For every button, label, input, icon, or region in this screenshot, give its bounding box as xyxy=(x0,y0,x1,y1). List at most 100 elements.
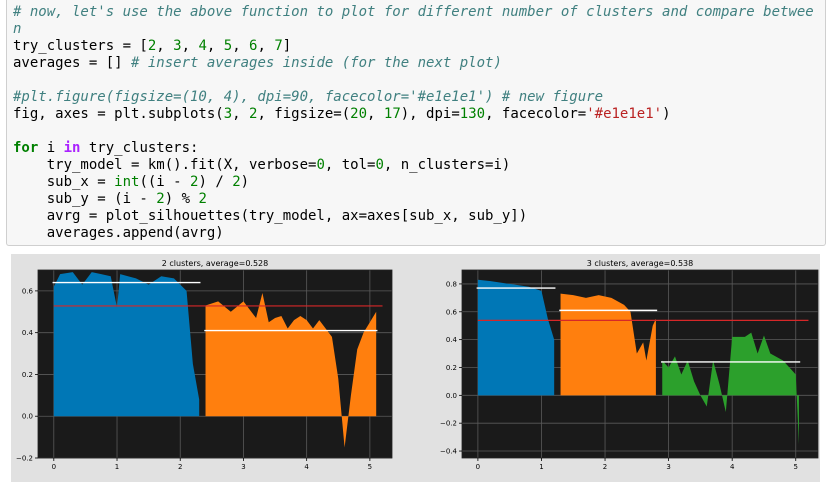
chart-title: 3 clusters, average=0.538 xyxy=(587,259,693,268)
y-tick-label: −0.2 xyxy=(440,420,457,428)
code-token: 0 xyxy=(375,157,384,173)
cluster-area-2 xyxy=(205,292,377,448)
code-token: '#e1e1e1' xyxy=(586,106,663,122)
plot-frame xyxy=(461,269,819,459)
code-token: , xyxy=(232,106,250,122)
code-line xyxy=(13,123,814,140)
code-token: , xyxy=(232,38,250,54)
silhouette-figure: 0 1 2 3 4 5 −0.2 0.0 0.2 0.4 0.6 2 clusters, averag… xyxy=(16,259,819,471)
code-token: , n_clusters=i) xyxy=(383,157,511,173)
code-token: i xyxy=(38,140,64,156)
code-line: #plt.figure(figsize=(10, 4), dpi=90, fac… xyxy=(13,89,814,106)
y-tick-label: 0.4 xyxy=(22,329,34,337)
code-token: try_clusters: xyxy=(80,140,199,156)
x-tick-label: 5 xyxy=(794,463,798,471)
code-line: averages.append(avrg) xyxy=(13,225,814,242)
code-line: try_clusters = [2, 3, 4, 5, 6, 7] xyxy=(13,38,814,55)
code-token: ) % xyxy=(164,191,199,207)
chart-1: 0 1 2 3 4 5 −0.2 0.0 0.2 0.4 0.6 2 clusters, averag… xyxy=(16,259,393,471)
code-token: 17 xyxy=(383,106,401,122)
code-token: # now, let's use the above function to p… xyxy=(13,4,814,20)
x-tick-label: 1 xyxy=(539,463,543,471)
cluster-area-3 xyxy=(662,332,799,445)
code-token: averages = [] xyxy=(13,55,132,71)
code-token: 5 xyxy=(223,38,233,54)
y-tick-label: 0.8 xyxy=(446,280,457,288)
code-token: 20 xyxy=(350,106,368,122)
code-cell[interactable]: # now, let's use the above function to p… xyxy=(6,0,826,246)
code-token: 0 xyxy=(316,157,325,173)
y-tick-label: 0.2 xyxy=(446,364,457,372)
code-token: , figsize=( xyxy=(257,106,351,122)
code-token: sub_y = (i - xyxy=(13,191,157,207)
code-token: try_model = km().fit(X, verbose= xyxy=(13,157,317,173)
code-line: averages = [] # insert averages inside (… xyxy=(13,55,814,72)
x-tick-label: 4 xyxy=(730,463,735,471)
code-token: 2 xyxy=(198,191,207,207)
x-tick-label: 3 xyxy=(666,463,670,471)
code-token: 2 xyxy=(190,174,199,190)
code-line: sub_y = (i - 2) % 2 xyxy=(13,191,814,208)
x-tick-label: 0 xyxy=(476,463,480,471)
code-line: fig, axes = plt.subplots(3, 2, figsize=(… xyxy=(13,106,814,123)
code-token: sub_x = xyxy=(13,174,115,190)
code-line xyxy=(13,72,814,89)
code-line: sub_x = int((i - 2) / 2) xyxy=(13,174,814,191)
code-token: 2 xyxy=(147,38,157,54)
code-token: for xyxy=(13,140,39,156)
output-area: 0 1 2 3 4 5 −0.2 0.0 0.2 0.4 0.6 2 clusters, averag… xyxy=(11,254,820,482)
code-token: int xyxy=(114,174,140,190)
plot-frame xyxy=(37,269,393,459)
cluster-area-2 xyxy=(560,293,656,396)
code-token: 7 xyxy=(274,38,283,54)
code-token: , xyxy=(156,38,174,54)
code-token: fig, axes = plt.subplots( xyxy=(13,106,224,122)
code-line: # now, let's use the above function to p… xyxy=(13,4,814,21)
y-tick-label: 0.0 xyxy=(446,392,457,400)
code-line: for i in try_clusters: xyxy=(13,140,814,157)
code-line: avrg = plot_silhouettes(try_model, ax=ax… xyxy=(13,208,814,225)
code-token: 4 xyxy=(198,38,207,54)
code-editor[interactable]: # now, let's use the above function to p… xyxy=(13,4,814,242)
code-token: in xyxy=(63,140,81,156)
code-token: , tol= xyxy=(324,157,376,173)
code-token: # insert averages inside (for the next p… xyxy=(131,55,502,71)
code-token: , facecolor= xyxy=(485,106,587,122)
code-token: ((i - xyxy=(139,174,191,190)
code-token: , xyxy=(206,38,224,54)
y-tick-label: 0.4 xyxy=(446,336,458,344)
code-token: 3 xyxy=(173,38,182,54)
code-line: n xyxy=(13,21,814,38)
chart-2: 0 1 2 3 4 5 −0.4 −0.2 0.0 0.2 0.4 0.6 0.8 3 clusters,… xyxy=(440,259,819,471)
code-token: #plt.figure(figsize=(10, 4), dpi=90, fac… xyxy=(13,89,604,105)
y-tick-label: 0.6 xyxy=(446,308,458,316)
code-token: try_clusters = [ xyxy=(13,38,148,54)
code-token: , xyxy=(367,106,384,122)
x-tick-label: 0 xyxy=(52,463,56,471)
x-tick-label: 1 xyxy=(115,463,119,471)
code-token: 2 xyxy=(232,174,241,190)
code-token: ) xyxy=(240,174,250,190)
y-tick-label: 0.6 xyxy=(22,287,34,295)
y-tick-label: 0.2 xyxy=(22,371,33,379)
code-token: ] xyxy=(282,38,292,54)
code-token: 3 xyxy=(223,106,233,122)
code-line: try_model = km().fit(X, verbose=0, tol=0… xyxy=(13,157,814,174)
x-tick-label: 5 xyxy=(368,463,372,471)
code-token: ) / xyxy=(198,174,233,190)
cluster-area-1 xyxy=(477,279,555,396)
cluster-area-1 xyxy=(53,272,200,417)
x-tick-label: 3 xyxy=(241,463,245,471)
code-token: 130 xyxy=(459,106,486,122)
code-token: avrg = plot_silhouettes(try_model, ax=ax… xyxy=(13,208,528,224)
code-token: n xyxy=(13,21,22,37)
code-token: , xyxy=(257,38,275,54)
code-token: averages.append(avrg) xyxy=(13,225,224,241)
code-token: ), dpi= xyxy=(400,106,460,122)
code-token: , xyxy=(181,38,199,54)
y-tick-label: −0.4 xyxy=(440,448,458,456)
x-tick-label: 2 xyxy=(178,463,182,471)
x-tick-label: 4 xyxy=(304,463,309,471)
y-tick-label: 0.0 xyxy=(22,413,33,421)
code-token: ) xyxy=(662,106,671,122)
